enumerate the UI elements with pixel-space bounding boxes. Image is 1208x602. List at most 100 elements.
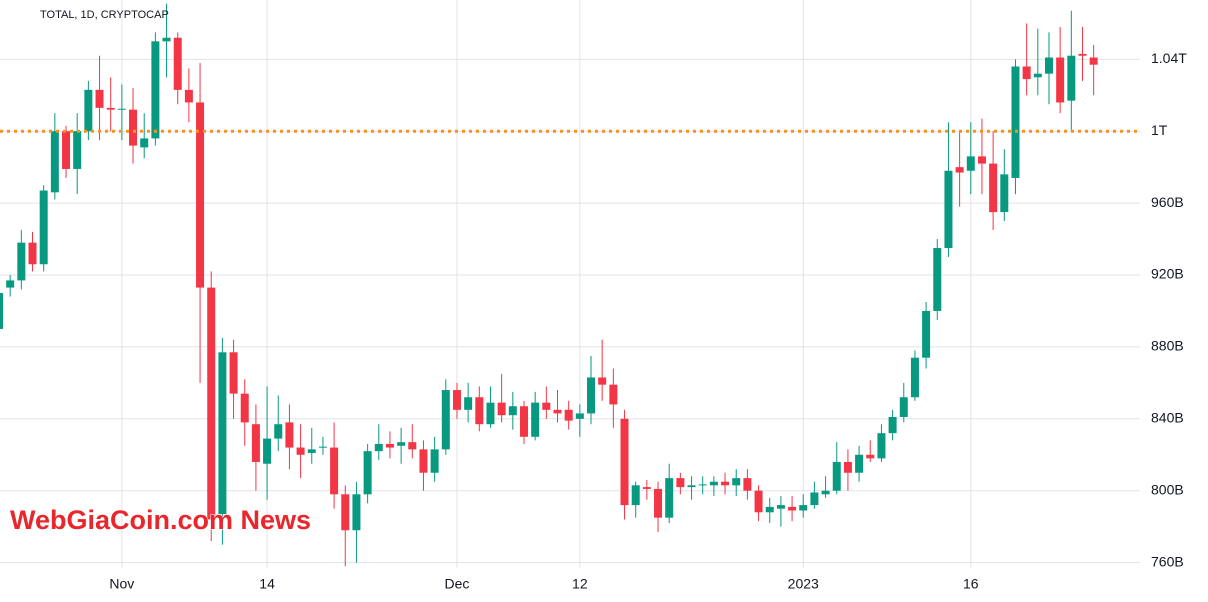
candle-body xyxy=(84,89,93,132)
candle-body xyxy=(519,406,528,437)
candle-body xyxy=(274,424,283,439)
candle-body xyxy=(475,397,484,425)
candle-body xyxy=(665,478,674,518)
y-tick-label: 1T xyxy=(1151,122,1168,138)
candle-body xyxy=(743,478,752,491)
candle-body xyxy=(1000,174,1009,213)
candle-body xyxy=(631,485,640,506)
candle-body xyxy=(553,409,562,414)
y-tick-label: 1.04T xyxy=(1151,50,1187,66)
x-tick-label: 2023 xyxy=(788,576,819,592)
x-tick-label: 16 xyxy=(963,576,979,592)
x-tick-label: Dec xyxy=(445,576,470,592)
candle-body xyxy=(50,131,59,193)
candle-body xyxy=(464,397,473,410)
candle-body xyxy=(240,393,249,423)
candle-body xyxy=(1067,55,1076,101)
candle-body xyxy=(486,402,495,425)
candle-body xyxy=(1056,57,1065,103)
x-tick-label: 14 xyxy=(259,576,275,592)
candle-body xyxy=(843,461,852,473)
candle-body xyxy=(754,490,763,513)
candle-body xyxy=(6,280,15,288)
candle-body xyxy=(687,485,696,488)
plot-area xyxy=(0,3,1140,567)
candle-body xyxy=(385,443,394,448)
candle-body xyxy=(173,37,182,90)
candle-body xyxy=(419,449,428,473)
y-tick-label: 880B xyxy=(1151,338,1184,354)
candle-body xyxy=(721,481,730,486)
candle-body xyxy=(654,488,663,518)
candle-body xyxy=(184,89,193,103)
watermark: WebGiaCoin.com News xyxy=(10,505,311,535)
candle-body xyxy=(117,108,126,110)
candle-body xyxy=(441,390,450,450)
candle-body xyxy=(832,461,841,491)
candle-body xyxy=(307,449,316,453)
candle-body xyxy=(207,287,216,520)
candle-body xyxy=(318,446,327,448)
candle-body xyxy=(39,190,48,265)
candle-body xyxy=(95,89,104,108)
candle-body xyxy=(966,156,975,171)
candle-body xyxy=(944,170,953,249)
candle-body xyxy=(575,413,584,419)
candle-body xyxy=(263,438,272,464)
candle-body xyxy=(933,248,942,311)
candle-body xyxy=(620,418,629,506)
candle-body xyxy=(229,352,238,394)
candle-body xyxy=(62,131,71,169)
candle-body xyxy=(899,397,908,418)
candle-body xyxy=(698,484,707,486)
candle-body xyxy=(151,41,160,139)
candle-body xyxy=(877,433,886,459)
candle-body xyxy=(866,454,875,459)
candle-body xyxy=(352,494,361,531)
candle-body xyxy=(821,490,830,495)
y-tick-label: 760B xyxy=(1151,553,1184,569)
candle-body xyxy=(676,478,685,488)
candle-body xyxy=(508,406,517,416)
candle-body xyxy=(810,492,819,506)
candle-body xyxy=(374,443,383,452)
candle-body xyxy=(642,487,651,489)
x-tick-label: Nov xyxy=(109,576,134,592)
candle-body xyxy=(28,242,37,265)
candle-body xyxy=(73,131,82,169)
candle-body xyxy=(285,422,294,448)
candle-body xyxy=(776,505,785,509)
candle-body xyxy=(0,292,3,329)
candle-body xyxy=(609,384,618,405)
candle-body xyxy=(17,242,26,281)
candle-body xyxy=(799,505,808,511)
y-tick-label: 920B xyxy=(1151,266,1184,282)
candle-body xyxy=(1022,66,1031,80)
candle-body xyxy=(106,107,115,110)
candle-body xyxy=(788,506,797,511)
candle-body xyxy=(251,424,260,462)
candle-body xyxy=(218,352,227,515)
candle-body xyxy=(564,409,573,421)
candle-body xyxy=(140,138,149,148)
candle-body xyxy=(531,402,540,437)
candle-body xyxy=(330,447,339,495)
candle-body xyxy=(1044,57,1053,74)
chart-title: TOTAL, 1D, CRYPTOCAP xyxy=(40,9,169,21)
candle-body xyxy=(709,481,718,486)
candle-body xyxy=(397,442,406,446)
candle-body xyxy=(732,478,741,486)
candle-body xyxy=(452,390,461,410)
candle-body xyxy=(977,156,986,164)
candle-body xyxy=(296,447,305,455)
candle-body xyxy=(1089,57,1098,65)
candle-body xyxy=(129,109,138,146)
candle-body xyxy=(598,377,607,385)
candle-body xyxy=(765,506,774,513)
candle-body xyxy=(341,494,350,531)
candle-body xyxy=(497,402,506,416)
candle-body xyxy=(587,377,596,414)
candle-body xyxy=(1078,53,1087,56)
